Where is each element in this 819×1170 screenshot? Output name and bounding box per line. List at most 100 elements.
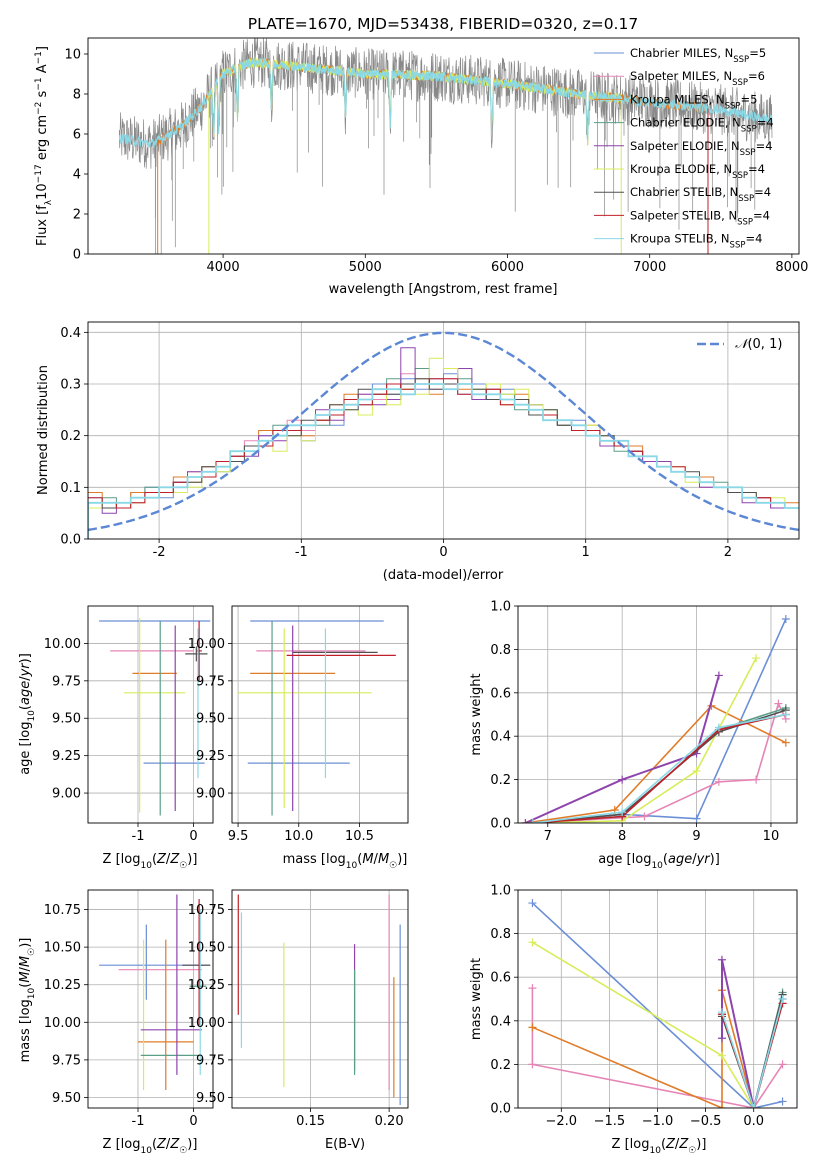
series-line-chabrier-elodie (721, 992, 784, 1108)
plot-area (232, 606, 408, 823)
legend-entry: Kroupa ELODIE, NSSP=4 (630, 162, 765, 181)
y-tick-label: 9.75 (196, 1053, 225, 1068)
y-tick-label: 0.1 (60, 481, 81, 496)
y-tick-label: 0.6 (490, 686, 511, 701)
legend-subscript: SSP (737, 217, 753, 227)
y-axis-label: mass weight (469, 958, 484, 1040)
x-tick-label: 8000 (775, 260, 808, 275)
series-point-marker (640, 812, 649, 821)
series-point-marker (528, 984, 537, 993)
axes-frame (87, 605, 214, 824)
y-tick-label: 6 (73, 128, 81, 143)
series-point-marker (717, 1034, 726, 1043)
figure-title: PLATE=1670, MJD=53438, FIBERID=0320, z=0… (248, 15, 638, 33)
x-axis-label: Z [log10(Z/Z☉)] (103, 1137, 198, 1156)
legend-model: Kroupa ELODIE (630, 162, 716, 176)
x-tick-label: -1 (132, 829, 145, 844)
series-line-kroupa-elodie (532, 657, 757, 823)
legend-model: Salpeter MILES (630, 69, 716, 83)
legend-suffix: , N (722, 185, 738, 199)
legend-suffix: , N (716, 162, 732, 176)
y-tick-label: 9.00 (52, 787, 81, 802)
axes-frame (87, 321, 800, 540)
legend-entry: Kroupa STELIB, NSSP=4 (630, 232, 762, 251)
y-tick-label: 2 (73, 208, 81, 223)
plot-area (518, 606, 797, 823)
series-line-kroupa-miles (532, 990, 755, 1108)
y-tick-label: 0.0 (490, 817, 511, 832)
legend-subscript: SSP (740, 148, 756, 158)
legend-model: Chabrier STELIB (630, 185, 722, 199)
series-point-marker (528, 938, 537, 947)
y-tick-label: 9.75 (52, 1053, 81, 1068)
series-line-kroupa-elodie (531, 941, 755, 1108)
x-tick-label: 7000 (633, 260, 666, 275)
x-tick-label: 0.0 (743, 1114, 764, 1129)
y-tick-label: 0.0 (490, 1102, 511, 1117)
plot-area (232, 890, 408, 1108)
series-line-kroupa-stelib (532, 713, 786, 823)
series-point-marker (714, 671, 723, 680)
chart-panel-5: -1 0 9.50 9.75 10.00 10.25 10.50 10.75 Z [log10(… (18, 889, 214, 1156)
series-point-marker (781, 615, 790, 624)
legend-subscript: SSP (732, 171, 748, 181)
chart-panel-6: 0.15 0.20 9.50 9.75 10.00 10.25 10.50 10.75 E(B-… (188, 889, 409, 1152)
legend-nssp: =4 (754, 185, 771, 199)
legend-model: Kroupa STELIB (630, 232, 714, 246)
y-tick-label: 10.25 (188, 978, 225, 993)
series-point-marker (749, 1104, 758, 1108)
legend-subscript: SSP (730, 241, 746, 251)
y-tick-label: 8 (73, 88, 81, 103)
series-point-marker (781, 738, 790, 747)
x-tick-label: 2 (724, 545, 732, 560)
legend-nssp: =6 (748, 69, 765, 83)
y-tick-label: 0.4 (490, 730, 511, 745)
legend-entry: Salpeter STELIB, NSSP=4 (630, 208, 770, 227)
x-tick-label: 8 (618, 829, 626, 844)
y-tick-label: 10.50 (44, 941, 81, 956)
axes-frame (517, 889, 798, 1109)
x-tick-label: 6000 (491, 260, 524, 275)
x-tick-label: 10 (763, 829, 780, 844)
legend-suffix: , N (721, 208, 737, 222)
legend-model: Kroupa MILES (630, 92, 709, 106)
y-axis-label: age [log10(age/yr)] (18, 653, 37, 775)
legend-entry: Chabrier ELODIE, NSSP=4 (630, 116, 774, 135)
axes-frame (231, 889, 409, 1109)
y-tick-label: 9.00 (196, 787, 225, 802)
series-point-marker (717, 1051, 726, 1060)
legend-nssp: =4 (748, 162, 765, 176)
x-axis-label: (data-model)/error (383, 568, 504, 583)
series-point-marker (528, 819, 537, 823)
model-spectrum-stelib (118, 57, 773, 149)
x-axis-label: age [log10(age/yr)] (598, 852, 720, 871)
chart-panel-1: -2 -1 0 1 2 0.0 0.1 0.2 0.3 0.4 𝒩(0, 1) (data-model… (36, 321, 800, 583)
x-tick-label: −1.5 (594, 1114, 626, 1129)
x-tick-label: 1 (582, 545, 590, 560)
series-point-marker (781, 710, 790, 719)
series-point-marker (714, 777, 723, 786)
y-tick-label: 0.2 (60, 429, 81, 444)
legend-entry: Salpeter MILES, NSSP=6 (630, 69, 765, 88)
series-line-kroupa-stelib (721, 998, 784, 1108)
x-tick-label: 0 (189, 829, 197, 844)
legend-suffix: , N (724, 139, 740, 153)
plot-area (88, 322, 799, 539)
x-tick-label: -1 (132, 1114, 145, 1129)
series-point-marker (521, 819, 530, 823)
y-tick-label: 4 (73, 168, 81, 183)
series-point-marker (717, 1008, 726, 1017)
legend-suffix: , N (717, 46, 733, 60)
legend-entry: Salpeter ELODIE, NSSP=4 (630, 139, 773, 158)
y-axis-label: Flux [fλ10−17 erg cm−2 s−1 A−1] (34, 46, 54, 246)
series-point-marker (717, 955, 726, 964)
legend-nssp: =4 (757, 116, 774, 130)
series-point-marker (778, 1060, 787, 1069)
legend-nssp: =5 (740, 92, 757, 106)
x-axis-label: mass [log10(M/M☉)] (283, 852, 408, 871)
y-tick-label: 10.00 (188, 637, 225, 652)
y-tick-label: 1.0 (490, 884, 511, 899)
legend-model: Chabrier MILES (630, 46, 717, 60)
